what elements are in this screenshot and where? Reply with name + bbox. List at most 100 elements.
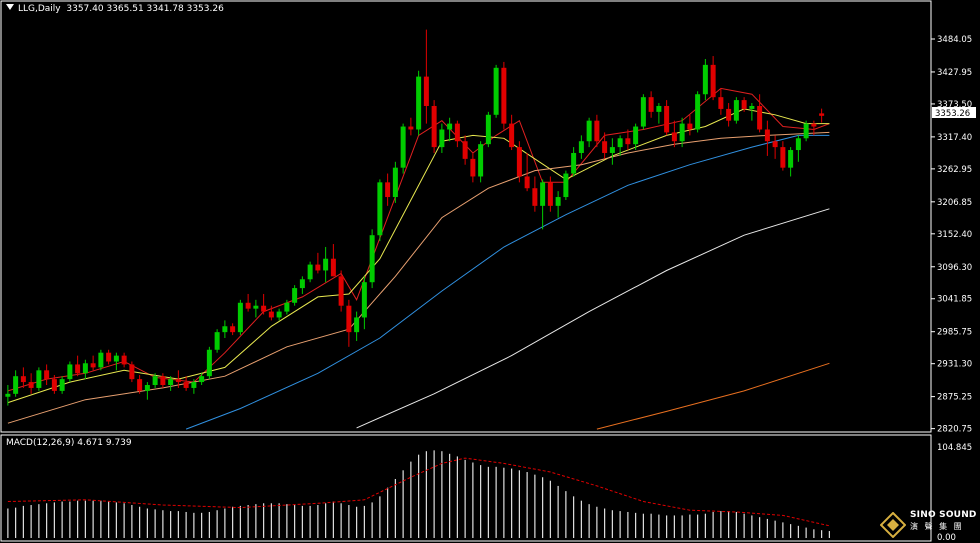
candle	[509, 114, 515, 151]
candle	[640, 94, 646, 130]
ma-line-ma30	[185, 134, 830, 430]
candle	[245, 293, 251, 312]
candle	[51, 375, 57, 394]
candle	[563, 170, 569, 200]
candle-body	[36, 370, 42, 388]
chart-header: LLG,Daily 3357.40 3365.51 3341.78 3353.2…	[6, 4, 224, 14]
brand-logo: SINO SOUND 演 聲 集 團	[880, 510, 978, 542]
ma-line-ma120	[596, 362, 830, 430]
candle-body	[28, 382, 34, 388]
candle-body	[369, 235, 375, 283]
price-tick-label: 2820.75	[937, 425, 972, 435]
candle-body	[152, 376, 158, 386]
candle	[152, 373, 158, 388]
candle-body	[485, 114, 491, 145]
candle	[423, 29, 429, 124]
candle-body	[44, 370, 50, 380]
candle-body	[354, 317, 360, 333]
candle	[129, 361, 135, 383]
candle-body	[679, 123, 685, 142]
candle	[695, 91, 701, 133]
candle-body	[803, 123, 809, 139]
candle-body	[633, 126, 639, 145]
candle	[493, 64, 499, 118]
macd-signal-line	[7, 457, 830, 527]
candle	[237, 299, 243, 336]
candle	[121, 352, 127, 368]
candle-body	[811, 123, 817, 127]
candle	[59, 376, 65, 394]
ohlc-label: 3357.40 3365.51 3341.78 3353.26	[66, 4, 224, 14]
candle-body	[106, 352, 112, 362]
macd-tick-label: 104.845	[937, 443, 972, 453]
candle	[20, 367, 26, 388]
candle	[524, 152, 530, 192]
price-axis[interactable]: 3484.05 3427.95 3373.50 3317.40 3262.95 3206.…	[931, 35, 972, 435]
candle-body	[493, 67, 499, 115]
candle-body	[547, 182, 553, 206]
candle-body	[75, 364, 81, 374]
last-price-label: 3353.26	[935, 109, 970, 119]
candle-body	[695, 94, 701, 130]
candle-body	[237, 302, 243, 333]
price-tick-label: 2875.25	[937, 393, 972, 403]
macd-header: MACD(12,26,9) 4.671 9.739	[6, 438, 132, 448]
candle	[757, 94, 763, 133]
candle-body	[671, 132, 677, 142]
candle	[416, 70, 422, 136]
price-tick-label: 2931.30	[937, 360, 972, 370]
candle	[462, 135, 468, 165]
candle-body	[416, 76, 422, 130]
candle	[532, 176, 538, 212]
candle	[385, 173, 391, 206]
dropdown-triangle-icon[interactable]	[6, 4, 14, 10]
candle	[369, 229, 375, 289]
candle-body	[222, 326, 228, 333]
candle-body	[718, 97, 724, 109]
logo-text: SINO SOUND	[910, 510, 977, 520]
candle	[726, 103, 732, 127]
candle	[516, 141, 522, 183]
candle	[788, 147, 794, 177]
candle-body	[617, 138, 623, 148]
macd-tick-label: 0.00	[937, 533, 956, 543]
candle-body	[702, 64, 708, 95]
candle	[819, 108, 825, 123]
price-tick-label: 3427.95	[937, 68, 972, 78]
candle	[648, 91, 654, 118]
candle-body	[780, 147, 786, 168]
candle-body	[501, 67, 507, 124]
candle	[168, 376, 174, 391]
candle	[540, 179, 546, 230]
candle-body	[5, 393, 11, 397]
candle	[586, 117, 592, 148]
candle-body	[656, 105, 662, 112]
candle	[609, 138, 615, 165]
price-tick-label: 3206.85	[937, 198, 972, 208]
candle	[702, 58, 708, 101]
candle	[803, 120, 809, 142]
candle	[284, 299, 290, 315]
candle	[28, 373, 34, 394]
candle-body	[183, 382, 189, 388]
candle-body	[144, 385, 150, 391]
candle	[687, 114, 693, 136]
price-tick-label: 3484.05	[937, 35, 972, 45]
candle	[307, 261, 313, 283]
candle	[299, 276, 305, 294]
candle-body	[253, 305, 259, 309]
candle	[470, 152, 476, 183]
candle-body	[733, 100, 739, 121]
candle-body	[648, 97, 654, 112]
candle-body	[284, 302, 290, 312]
candle	[90, 355, 96, 371]
candle-body	[299, 279, 305, 289]
candles	[5, 29, 825, 406]
candle-body	[13, 376, 19, 394]
candle	[222, 320, 228, 339]
candle-body	[268, 311, 274, 318]
candle-body	[571, 152, 577, 174]
candle-body	[168, 379, 174, 386]
candle-body	[423, 76, 429, 106]
